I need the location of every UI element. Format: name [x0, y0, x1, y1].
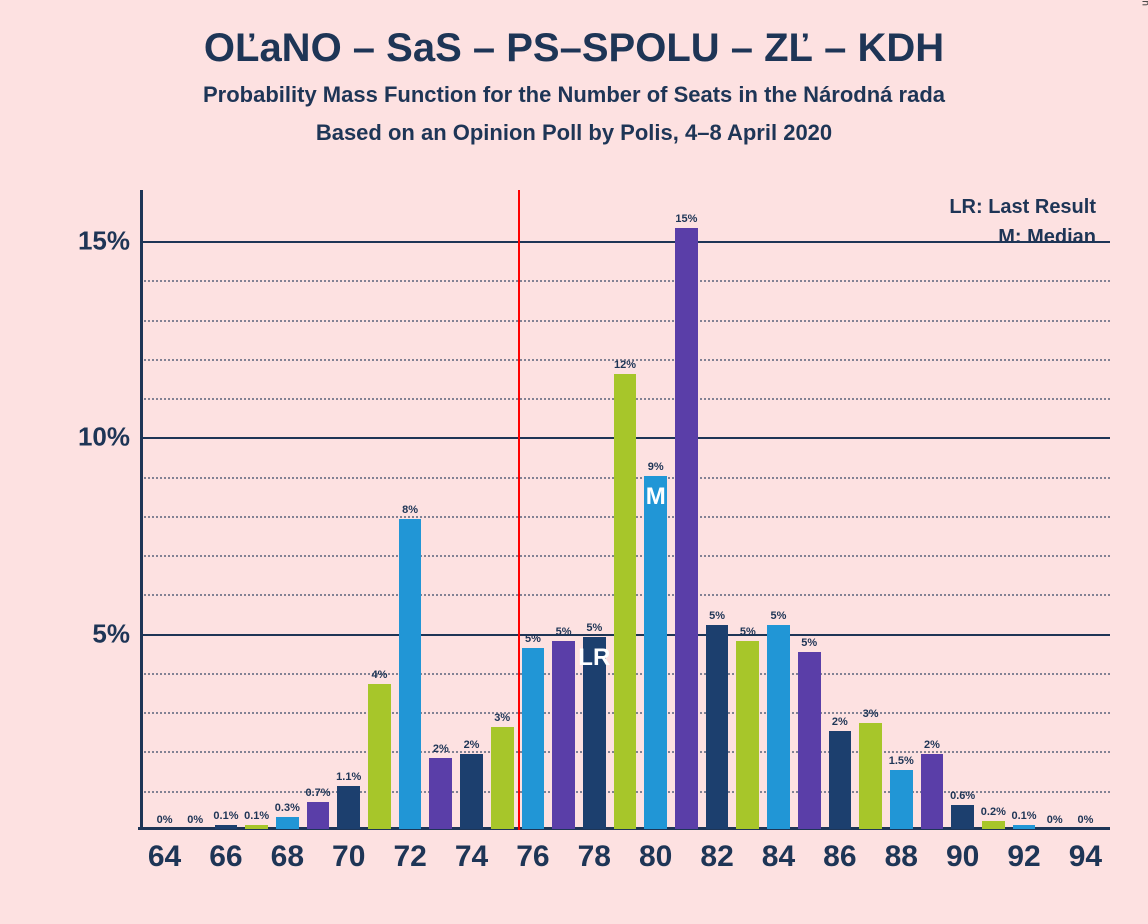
bar-value-label: 5%	[801, 637, 817, 649]
bar	[399, 519, 422, 829]
bar-value-label: 2%	[832, 716, 848, 728]
bar	[951, 805, 974, 829]
x-tick-label: 78	[578, 840, 611, 874]
bar	[276, 817, 299, 829]
bar-value-label: 1.1%	[336, 771, 361, 783]
bar-value-label: 0.1%	[213, 810, 238, 822]
bar-value-label: 0.2%	[981, 806, 1006, 818]
median-marker: M	[646, 483, 666, 511]
x-tick-label: 86	[823, 840, 856, 874]
gridline-major	[140, 241, 1110, 243]
bar	[982, 821, 1005, 829]
bar-value-label: 4%	[371, 669, 387, 681]
x-tick-label: 66	[209, 840, 242, 874]
x-tick-label: 74	[455, 840, 488, 874]
bar-value-label: 5%	[525, 633, 541, 645]
last-result-marker: LR	[578, 644, 610, 672]
bar-value-label: 2%	[433, 743, 449, 755]
y-tick-label: 5%	[50, 618, 130, 649]
bar	[245, 825, 268, 829]
x-tick-label: 92	[1007, 840, 1040, 874]
bar-value-label: 15%	[675, 213, 697, 225]
x-tick-label: 72	[393, 840, 426, 874]
bar	[522, 648, 545, 829]
bar-value-label: 5%	[771, 610, 787, 622]
x-tick-label: 76	[516, 840, 549, 874]
x-tick-label: 94	[1069, 840, 1102, 874]
x-tick-label: 64	[148, 840, 181, 874]
bar-value-label: 12%	[614, 359, 636, 371]
plot-area: LR: Last Result M: Median 5%10%15%646668…	[140, 190, 1110, 830]
bar-value-label: 0%	[157, 814, 173, 826]
bar-value-label: 0.7%	[305, 787, 330, 799]
bar	[644, 476, 667, 829]
bar-value-label: 3%	[863, 708, 879, 720]
bar	[736, 641, 759, 829]
legend-last-result: LR: Last Result	[949, 196, 1096, 219]
bar	[921, 754, 944, 829]
bar-value-label: 5%	[740, 626, 756, 638]
bar-value-label: 0.1%	[1012, 810, 1037, 822]
bar-value-label: 1.5%	[889, 755, 914, 767]
bar-value-label: 2%	[464, 739, 480, 751]
bar-value-label: 0.1%	[244, 810, 269, 822]
gridline-minor	[140, 280, 1110, 282]
copyright-text: © 2020 Filip van Laenen	[1140, 0, 1148, 6]
bar	[859, 723, 882, 829]
bar-value-label: 3%	[494, 712, 510, 724]
bar	[368, 684, 391, 829]
x-tick-label: 68	[271, 840, 304, 874]
y-tick-label: 15%	[50, 226, 130, 257]
y-tick-label: 10%	[50, 422, 130, 453]
bar	[307, 802, 330, 829]
chart-subtitle-2: Based on an Opinion Poll by Polis, 4–8 A…	[0, 120, 1148, 146]
bar-value-label: 0%	[187, 814, 203, 826]
x-tick-label: 80	[639, 840, 672, 874]
gridline-minor	[140, 320, 1110, 322]
bar	[491, 727, 514, 829]
legend-median: M: Median	[998, 226, 1096, 249]
bar-value-label: 2%	[924, 739, 940, 751]
x-tick-label: 84	[762, 840, 795, 874]
bar	[798, 652, 821, 829]
bar-value-label: 0%	[1047, 814, 1063, 826]
x-tick-label: 70	[332, 840, 365, 874]
bar-value-label: 5%	[586, 622, 602, 634]
bar	[675, 228, 698, 829]
bar	[215, 825, 238, 829]
bar-value-label: 0.6%	[950, 790, 975, 802]
y-axis	[140, 190, 143, 830]
chart-title: OĽaNO – SaS – PS–SPOLU – ZĽ – KDH	[0, 26, 1148, 71]
x-tick-label: 88	[885, 840, 918, 874]
bar-value-label: 9%	[648, 461, 664, 473]
bar-value-label: 0.3%	[275, 802, 300, 814]
chart-subtitle-1: Probability Mass Function for the Number…	[0, 82, 1148, 108]
x-tick-label: 82	[700, 840, 733, 874]
bar	[890, 770, 913, 829]
bar	[460, 754, 483, 829]
bar-value-label: 5%	[709, 610, 725, 622]
bar	[706, 625, 729, 829]
bar	[767, 625, 790, 829]
bar	[829, 731, 852, 829]
median-line	[518, 190, 520, 830]
bar-value-label: 5%	[556, 626, 572, 638]
bar	[552, 641, 575, 829]
bar-value-label: 8%	[402, 504, 418, 516]
bar	[614, 374, 637, 829]
x-tick-label: 90	[946, 840, 979, 874]
bar	[429, 758, 452, 829]
bar	[1013, 825, 1036, 829]
bar	[337, 786, 360, 829]
bar-value-label: 0%	[1077, 814, 1093, 826]
